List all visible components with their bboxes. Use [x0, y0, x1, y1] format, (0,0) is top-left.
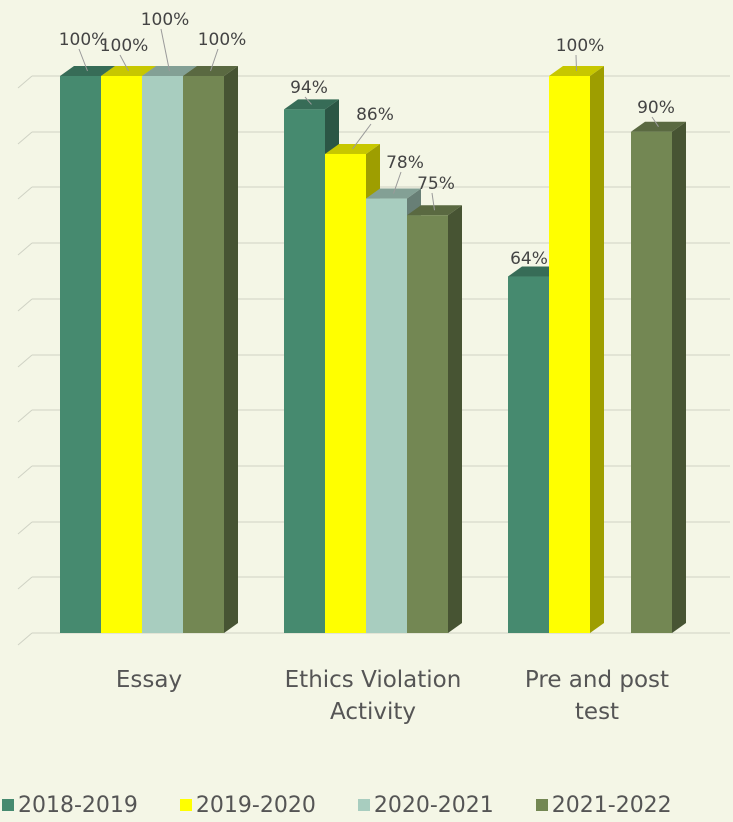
bar: [407, 215, 448, 633]
legend-swatch: [357, 799, 370, 811]
gridline-depth: [17, 632, 33, 646]
bar: [284, 109, 325, 634]
gridline-depth: [17, 409, 33, 423]
gridline-depth: [17, 242, 33, 256]
data-label: 75%: [417, 174, 455, 194]
category-label: Pre and post: [525, 667, 669, 693]
bar: [142, 76, 183, 633]
data-labels: 100%94%64%100%86%100%100%78%100%75%90%: [59, 10, 675, 269]
bar-side: [672, 121, 686, 633]
category-label: test: [575, 699, 619, 725]
bar: [101, 76, 142, 633]
leader-line: [119, 54, 129, 72]
data-label: 78%: [386, 153, 424, 173]
bar: [325, 153, 366, 634]
legend-item-series-3: 2020-2021: [357, 792, 494, 818]
bar-side: [448, 205, 462, 633]
data-label: 100%: [556, 36, 605, 56]
leader-line: [78, 48, 88, 72]
legend: 2018-2019 2019-2020 2020-2021 2021-2022: [0, 790, 733, 820]
data-label: 90%: [637, 98, 675, 118]
bar: [60, 76, 101, 633]
gridline-depth: [17, 576, 33, 590]
leader-line: [575, 54, 577, 72]
gridline-depth: [17, 521, 33, 535]
leader-line: [304, 96, 312, 105]
gridline-depth: [17, 131, 33, 145]
data-label: 100%: [59, 30, 108, 50]
bars: [60, 66, 686, 634]
gridline-depth: [17, 298, 33, 312]
legend-label: 2019-2020: [195, 792, 316, 818]
legend-item-series-2: 2019-2020: [179, 792, 316, 818]
leader-line: [393, 171, 402, 194]
category-label: Activity: [330, 699, 416, 725]
x-axis-labels: Essay Ethics Violation Activity Pre and pos…: [116, 667, 669, 725]
bar: [631, 131, 672, 633]
bar: [366, 198, 407, 634]
data-label: 86%: [356, 105, 394, 125]
data-label: 100%: [141, 10, 190, 30]
gridline-depth: [17, 75, 33, 89]
legend-swatch: [535, 799, 548, 811]
bar-side: [224, 66, 238, 633]
category-label: Essay: [116, 667, 182, 693]
legend-swatch: [179, 799, 192, 811]
data-label: 100%: [100, 36, 149, 56]
leader-line: [352, 123, 372, 150]
data-label: 100%: [198, 30, 247, 50]
bar-chart: 100%94%64%100%86%100%100%78%100%75%90% E…: [17, 10, 730, 725]
gridline-depth: [17, 354, 33, 368]
leader-line: [431, 192, 435, 211]
data-label: 94%: [290, 78, 328, 98]
legend-swatch: [2, 799, 14, 811]
legend-label: 2021-2022: [551, 792, 672, 818]
leader-line: [651, 116, 659, 127]
leader-line: [160, 28, 170, 72]
legend-label: 2020-2021: [373, 792, 494, 818]
leader-line: [210, 48, 219, 72]
gridline-depth: [17, 186, 33, 200]
bar: [183, 76, 224, 633]
data-label: 64%: [510, 249, 548, 269]
legend-item-series-1: 2018-2019: [2, 793, 138, 818]
bar-side: [590, 66, 604, 633]
legend-item-series-4: 2021-2022: [535, 792, 672, 818]
bar: [508, 276, 549, 633]
gridline-depth: [17, 465, 33, 479]
legend-label: 2018-2019: [18, 792, 138, 818]
bar: [549, 76, 590, 633]
category-label: Ethics Violation: [285, 667, 462, 693]
